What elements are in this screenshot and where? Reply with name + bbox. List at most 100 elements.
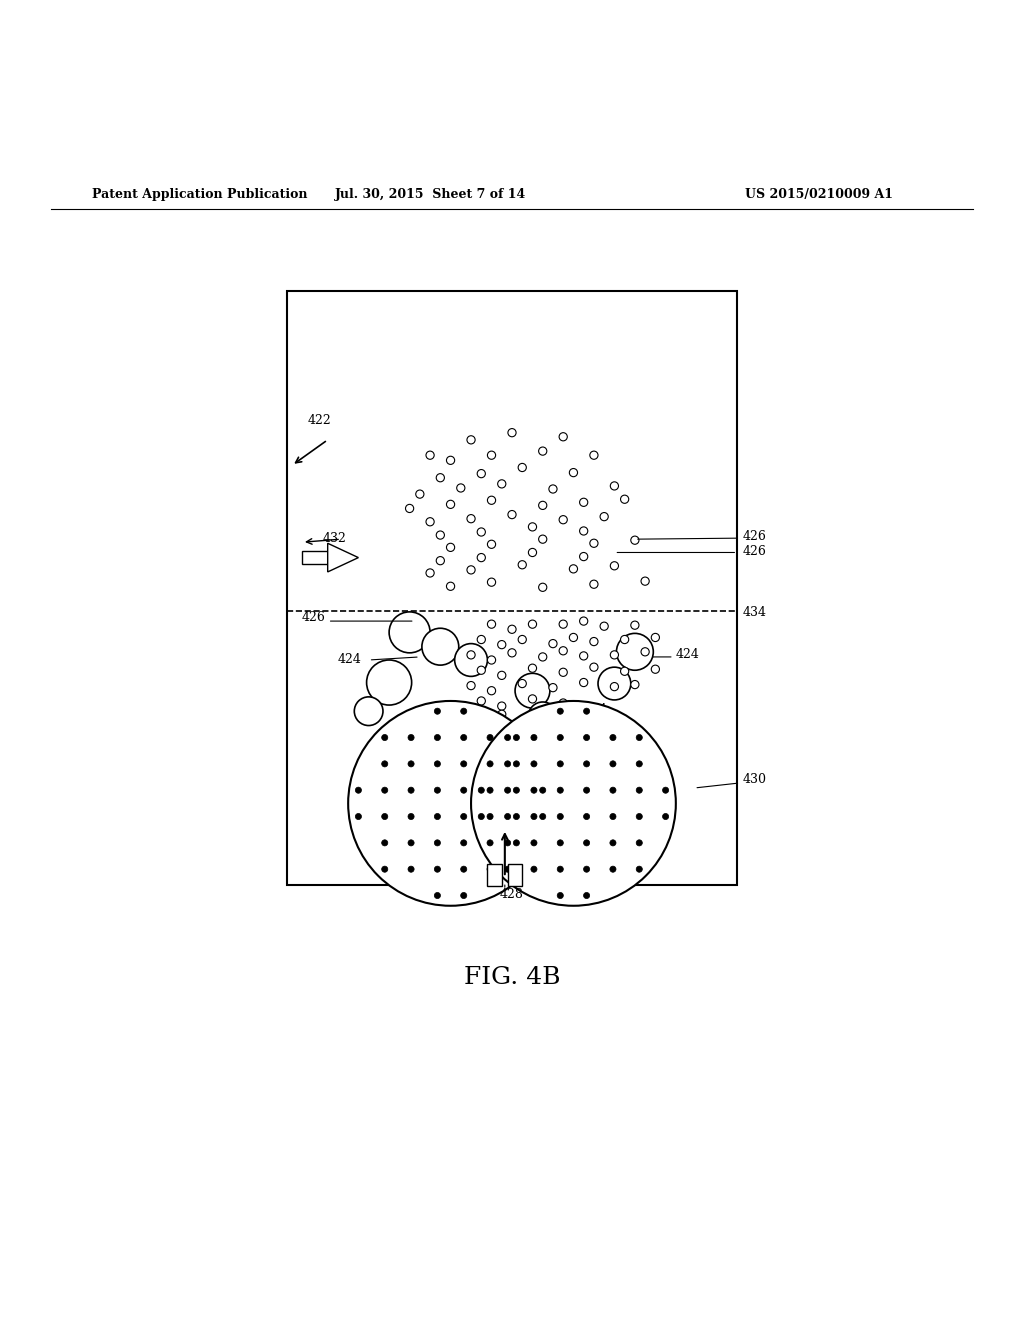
Circle shape (580, 553, 588, 561)
Circle shape (461, 787, 467, 793)
Circle shape (590, 579, 598, 589)
Circle shape (446, 500, 455, 508)
Circle shape (505, 840, 511, 846)
Circle shape (389, 612, 430, 653)
Circle shape (505, 760, 511, 767)
Circle shape (578, 715, 610, 748)
Circle shape (446, 713, 455, 721)
Circle shape (508, 511, 516, 519)
Circle shape (530, 813, 537, 820)
Circle shape (487, 496, 496, 504)
Circle shape (569, 469, 578, 477)
Circle shape (513, 787, 519, 793)
Circle shape (436, 531, 444, 539)
Circle shape (610, 562, 618, 570)
Circle shape (467, 746, 475, 754)
Circle shape (477, 470, 485, 478)
Circle shape (559, 433, 567, 441)
Circle shape (461, 866, 467, 873)
Circle shape (559, 516, 567, 524)
Circle shape (436, 743, 444, 751)
Circle shape (477, 667, 485, 675)
Circle shape (631, 622, 639, 630)
Circle shape (477, 635, 485, 644)
Circle shape (461, 892, 467, 899)
Circle shape (528, 694, 537, 704)
Circle shape (518, 680, 526, 688)
Circle shape (487, 866, 494, 873)
Circle shape (631, 536, 639, 544)
Circle shape (436, 727, 444, 735)
Polygon shape (328, 544, 358, 572)
Circle shape (600, 622, 608, 631)
Circle shape (367, 660, 412, 705)
Text: 428: 428 (500, 887, 524, 900)
Text: 424: 424 (338, 653, 361, 667)
Text: Jul. 30, 2015  Sheet 7 of 14: Jul. 30, 2015 Sheet 7 of 14 (335, 187, 525, 201)
Text: US 2015/0210009 A1: US 2015/0210009 A1 (745, 187, 893, 201)
Circle shape (461, 813, 467, 820)
Circle shape (580, 498, 588, 507)
Circle shape (530, 760, 537, 767)
Circle shape (663, 787, 669, 793)
Circle shape (641, 648, 649, 656)
Circle shape (416, 490, 424, 498)
Bar (287, 292, 737, 886)
Circle shape (559, 714, 567, 722)
Circle shape (446, 582, 455, 590)
Bar (302, 552, 328, 564)
Text: 430: 430 (742, 774, 766, 785)
Circle shape (557, 866, 563, 873)
Circle shape (580, 616, 588, 626)
Circle shape (408, 813, 414, 820)
Circle shape (498, 710, 506, 718)
Text: FIG. 4B: FIG. 4B (464, 966, 560, 989)
Text: 434: 434 (742, 606, 766, 619)
Circle shape (584, 813, 590, 820)
Circle shape (471, 701, 676, 906)
Text: 426: 426 (742, 545, 766, 557)
Circle shape (590, 539, 598, 548)
Circle shape (636, 840, 642, 846)
Circle shape (513, 734, 519, 741)
Circle shape (467, 515, 475, 523)
Circle shape (663, 813, 669, 820)
Circle shape (434, 760, 440, 767)
Circle shape (636, 813, 642, 820)
Circle shape (518, 463, 526, 471)
Circle shape (461, 734, 467, 741)
Circle shape (382, 787, 388, 793)
Circle shape (584, 840, 590, 846)
Circle shape (406, 504, 414, 512)
Circle shape (569, 634, 578, 642)
Circle shape (477, 528, 485, 536)
Circle shape (539, 653, 547, 661)
Bar (487, 863, 502, 886)
Circle shape (355, 813, 361, 820)
Circle shape (584, 787, 590, 793)
Circle shape (559, 647, 567, 655)
Text: 426: 426 (302, 611, 326, 624)
Circle shape (513, 840, 519, 846)
Circle shape (434, 813, 440, 820)
Circle shape (382, 813, 388, 820)
Circle shape (461, 760, 467, 767)
Circle shape (487, 620, 496, 628)
Circle shape (477, 553, 485, 562)
Circle shape (610, 734, 616, 741)
Circle shape (408, 840, 414, 846)
Circle shape (528, 548, 537, 557)
Text: 422: 422 (307, 414, 331, 428)
Circle shape (434, 892, 440, 899)
Circle shape (598, 667, 631, 700)
Circle shape (467, 436, 475, 444)
Circle shape (382, 760, 388, 767)
Circle shape (382, 840, 388, 846)
Circle shape (584, 866, 590, 873)
Circle shape (528, 730, 537, 738)
Circle shape (651, 665, 659, 673)
Circle shape (616, 634, 653, 671)
Circle shape (487, 578, 496, 586)
Circle shape (467, 566, 475, 574)
Circle shape (557, 787, 563, 793)
